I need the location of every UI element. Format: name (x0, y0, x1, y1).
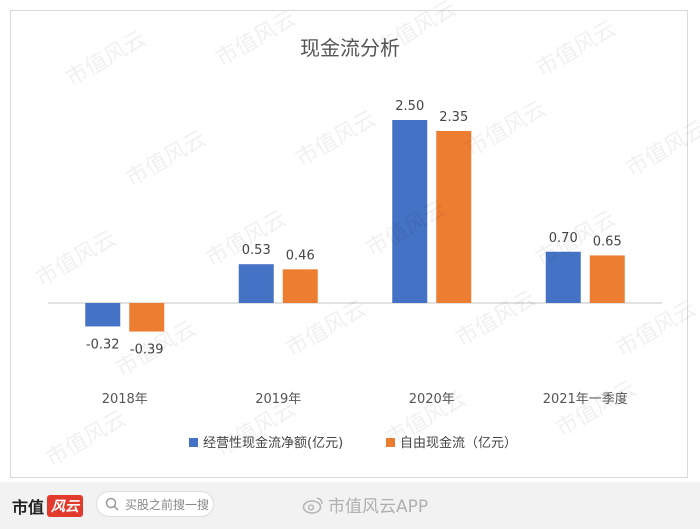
chart-title: 现金流分析 (300, 36, 400, 60)
data-label: 0.46 (286, 248, 315, 263)
data-label: 0.53 (242, 243, 271, 258)
search-icon (105, 497, 119, 511)
legend-entry: 自由现金流（亿元） (400, 435, 517, 451)
bar-free-3 (589, 255, 625, 303)
legend-entry: 经营性现金流净额(亿元) (203, 435, 343, 451)
x-tick-label: 2021年一季度 (543, 391, 628, 407)
data-label: 0.70 (549, 231, 578, 246)
x-tick-label: 2019年 (255, 392, 301, 407)
weibo-icon (302, 496, 323, 514)
bar-free-1 (282, 269, 318, 303)
search-input[interactable]: 买股之前搜一搜 (96, 491, 214, 517)
brand-text: 市值 (12, 498, 45, 517)
bar-operating-2 (392, 120, 428, 303)
data-label: -0.39 (130, 343, 164, 358)
legend-swatch (386, 438, 395, 447)
search-placeholder: 买股之前搜一搜 (125, 497, 210, 512)
bottom-bar: 市值 风云 买股之前搜一搜 市值风云APP (0, 482, 700, 529)
x-tick-label: 2018年 (102, 392, 148, 407)
bar-operating-1 (238, 264, 274, 303)
brand-mark: 风云 (47, 495, 84, 517)
data-label: 2.50 (395, 99, 424, 114)
bar-operating-3 (545, 251, 581, 303)
weibo-account[interactable]: 市值风云APP (302, 492, 428, 517)
weibo-text: 市值风云APP (328, 497, 429, 517)
brand-logo[interactable]: 市值 风云 (12, 494, 84, 518)
bar-operating-0 (85, 303, 121, 327)
x-tick-label: 2020年 (409, 392, 455, 407)
bar-free-0 (129, 303, 165, 332)
data-label: 2.35 (439, 110, 468, 125)
bar-free-2 (436, 130, 472, 303)
legend-swatch (189, 438, 198, 447)
chart: 现金流分析 -0.32 -0.39 2018年 0.53 0.46 2019年 2.50 2.3… (48, 36, 662, 451)
chart-frame: 现金流分析 -0.32 -0.39 2018年 0.53 0.46 2019年 2.50 2.3… (10, 0, 700, 478)
data-label: -0.32 (86, 337, 120, 352)
data-label: 0.65 (593, 234, 622, 249)
